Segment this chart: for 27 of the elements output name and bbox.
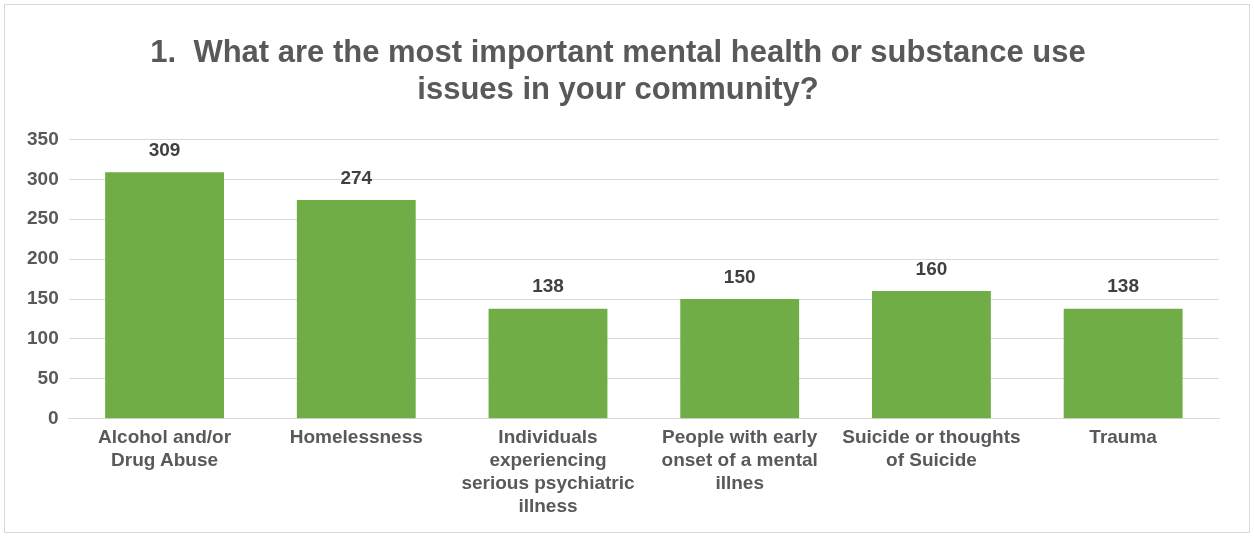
bar	[296, 200, 416, 419]
x-tick-label: Suicide or thoughts of Suicide	[842, 426, 1021, 471]
y-tick-label: 150	[27, 287, 59, 309]
x-tick-label: Alcohol and/or Drug Abuse	[98, 426, 232, 471]
x-tick-label: Homelessness	[289, 426, 423, 448]
data-label: 150	[723, 265, 756, 287]
data-label: 160	[915, 257, 948, 279]
chart-title: 1. What are the most important mental health or substance use issues in your community?	[150, 34, 1086, 107]
data-label: 309	[148, 138, 181, 160]
y-tick-label: 300	[27, 167, 59, 189]
bar	[488, 308, 608, 419]
bar	[871, 291, 991, 419]
y-tick-label: 350	[27, 127, 59, 149]
x-tick-label: Individuals experiencing serious psychiatric illness	[461, 426, 636, 516]
y-tick-label: 250	[27, 207, 59, 229]
y-tick-label: 200	[27, 247, 59, 269]
y-tick-label: 0	[48, 407, 59, 429]
x-tick-label: Trauma	[1089, 426, 1158, 448]
y-tick-label: 100	[27, 327, 59, 349]
data-label: 274	[340, 166, 373, 188]
x-tick-label: People with early onset of a mental illnes	[661, 426, 818, 494]
data-label: 138	[1107, 275, 1139, 297]
y-tick-label: 50	[37, 367, 59, 389]
bar	[105, 172, 224, 419]
bar	[1063, 308, 1183, 419]
bar	[680, 299, 800, 419]
data-label: 138	[532, 275, 564, 297]
